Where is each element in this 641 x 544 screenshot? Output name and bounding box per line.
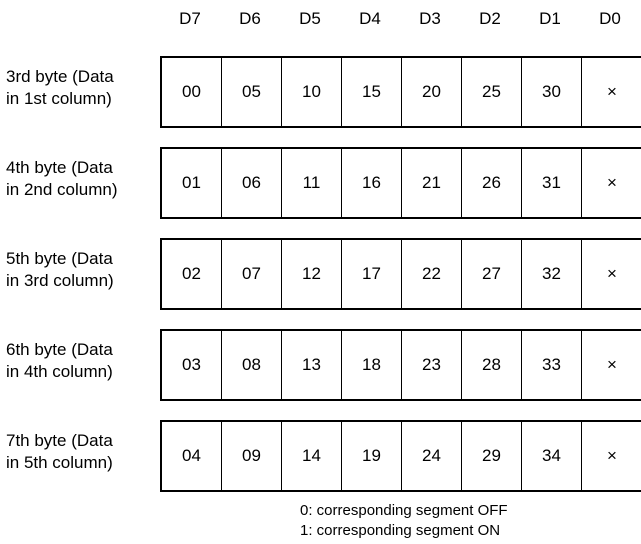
bit-cell: 31 — [522, 149, 582, 217]
byte-row: 3rd byte (Data in 1st column) 00 05 10 1… — [0, 56, 641, 128]
bit-cell: 20 — [402, 58, 462, 126]
byte-cells: 04 09 14 19 24 29 34 × — [160, 420, 641, 492]
bit-cell: 22 — [402, 240, 462, 308]
bit-cell-unused: × — [607, 173, 617, 192]
bit-cell: 10 — [282, 58, 342, 126]
bit-cell: 23 — [402, 331, 462, 399]
bit-label-d0: D0 — [599, 9, 621, 28]
bit-cell: 34 — [522, 422, 582, 490]
bit-cell: 18 — [342, 331, 402, 399]
legend-on: 1: corresponding segment ON — [300, 522, 501, 539]
bit-cell-unused: × — [607, 264, 617, 283]
bit-cell: 08 — [222, 331, 282, 399]
row-label-line2: in 2nd column) — [6, 180, 118, 199]
byte-cells: 03 08 13 18 23 28 33 × — [160, 329, 641, 401]
bit-cell: 25 — [462, 58, 522, 126]
bit-label-d6: D6 — [239, 9, 261, 28]
byte-row: 4th byte (Data in 2nd column) 01 06 11 1… — [0, 147, 641, 219]
row-label: 5th byte (Data in 3rd column) — [6, 248, 156, 292]
bit-cell-unused: × — [607, 82, 617, 101]
row-label: 7th byte (Data in 5th column) — [6, 430, 156, 474]
byte-row: 7th byte (Data in 5th column) 04 09 14 1… — [0, 420, 641, 492]
row-label-line1: 3rd byte (Data — [6, 67, 114, 86]
bit-cell: 28 — [462, 331, 522, 399]
row-label-line2: in 3rd column) — [6, 271, 114, 290]
bit-cell: 02 — [162, 240, 222, 308]
bit-cell: 33 — [522, 331, 582, 399]
bit-cell: 14 — [282, 422, 342, 490]
byte-row: 6th byte (Data in 4th column) 03 08 13 1… — [0, 329, 641, 401]
row-label-line2: in 5th column) — [6, 453, 113, 472]
bit-cell: 32 — [522, 240, 582, 308]
bit-cell: 16 — [342, 149, 402, 217]
bit-cell: 00 — [162, 58, 222, 126]
bit-cell: 06 — [222, 149, 282, 217]
bit-cell: 24 — [402, 422, 462, 490]
bit-cell: 27 — [462, 240, 522, 308]
row-label: 4th byte (Data in 2nd column) — [6, 157, 156, 201]
bit-label-d7: D7 — [179, 9, 201, 28]
byte-cells: 02 07 12 17 22 27 32 × — [160, 238, 641, 310]
bit-cell: 09 — [222, 422, 282, 490]
row-label-line1: 6th byte (Data — [6, 340, 113, 359]
bit-cell: 05 — [222, 58, 282, 126]
bit-header: D7 D6 D5 D4 D3 D2 D1 D0 — [160, 8, 641, 32]
bit-cell: 21 — [402, 149, 462, 217]
bit-label-d2: D2 — [479, 9, 501, 28]
bit-label-d5: D5 — [299, 9, 321, 28]
bit-label-d4: D4 — [359, 9, 381, 28]
bit-cell: 26 — [462, 149, 522, 217]
bit-cell: 11 — [282, 149, 342, 217]
bit-cell: 15 — [342, 58, 402, 126]
bit-cell: 13 — [282, 331, 342, 399]
byte-cells: 01 06 11 16 21 26 31 × — [160, 147, 641, 219]
bit-cell-unused: × — [607, 355, 617, 374]
byte-cells: 00 05 10 15 20 25 30 × — [160, 56, 641, 128]
legend-off: 0: corresponding segment OFF — [300, 502, 508, 519]
bit-cell: 04 — [162, 422, 222, 490]
bit-cell: 29 — [462, 422, 522, 490]
bit-label-d1: D1 — [539, 9, 561, 28]
bit-cell: 12 — [282, 240, 342, 308]
bit-cell: 19 — [342, 422, 402, 490]
bit-cell: 30 — [522, 58, 582, 126]
row-label: 6th byte (Data in 4th column) — [6, 339, 156, 383]
row-label-line1: 5th byte (Data — [6, 249, 113, 268]
row-label: 3rd byte (Data in 1st column) — [6, 66, 156, 110]
row-label-line1: 4th byte (Data — [6, 158, 113, 177]
byte-row: 5th byte (Data in 3rd column) 02 07 12 1… — [0, 238, 641, 310]
row-label-line1: 7th byte (Data — [6, 431, 113, 450]
row-label-line2: in 1st column) — [6, 89, 112, 108]
bit-label-d3: D3 — [419, 9, 441, 28]
bit-cell: 03 — [162, 331, 222, 399]
bit-cell: 07 — [222, 240, 282, 308]
bit-cell: 17 — [342, 240, 402, 308]
bit-cell-unused: × — [607, 446, 617, 465]
bit-cell: 01 — [162, 149, 222, 217]
row-label-line2: in 4th column) — [6, 362, 113, 381]
